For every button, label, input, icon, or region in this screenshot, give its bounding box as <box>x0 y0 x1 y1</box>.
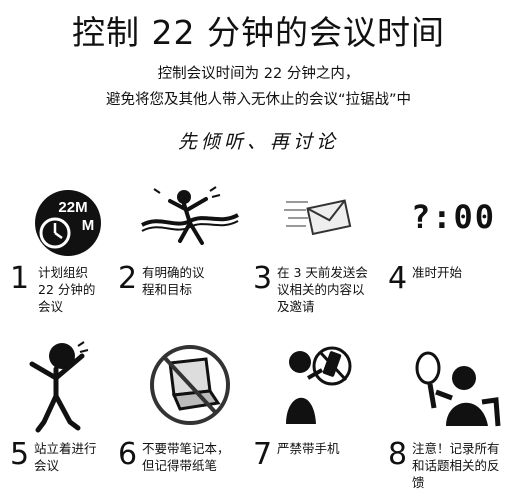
step-number: 1 <box>10 261 30 296</box>
magnifying-glass-person-icon <box>415 351 501 427</box>
digital-clock-display: ?:00 <box>411 198 496 236</box>
step-text: 严禁带手机 <box>277 441 340 456</box>
clock-badge-top: 22M <box>58 199 87 216</box>
step-text: 站立着进行 会议 <box>34 441 97 473</box>
step-text: 注意！记录所有 和话题相关的反馈 <box>412 441 500 490</box>
subtitle-line-2: 避免将您及其他人带入无休止的会议“拉锯战”中 <box>105 92 412 108</box>
clock-badge-icon: 22M M <box>35 190 101 256</box>
step-text: 在 3 天前发送会 议相关的内容以 及邀请 <box>277 265 368 314</box>
finish-line-runner-icon <box>141 186 239 245</box>
step-number: 8 <box>388 437 408 472</box>
step-number: 5 <box>10 437 30 472</box>
step-text: 准时开始 <box>412 265 463 280</box>
page-title: 控制 22 分钟的会议时间 <box>72 13 445 52</box>
motto: 先倾听、再讨论 <box>177 131 339 153</box>
envelope-invitation-icon <box>284 199 352 236</box>
step-number: 6 <box>118 437 138 472</box>
step-number: 7 <box>253 437 273 472</box>
step-text: 计划组织 22 分钟的 会议 <box>38 265 96 314</box>
step-number: 3 <box>253 261 273 296</box>
no-phone-icon <box>286 346 352 424</box>
digital-clock-text: ?:00 <box>411 198 497 236</box>
clock-badge-bottom: M <box>82 217 95 234</box>
step-text: 有明确的议 程和目标 <box>142 265 205 297</box>
standing-person-icon <box>29 341 89 433</box>
no-laptop-icon <box>150 345 230 425</box>
step-number: 4 <box>388 261 408 296</box>
step-text: 不要带笔记本， 但记得带纸笔 <box>142 441 230 473</box>
subtitle-line-1: 控制会议时间为 22 分钟之内， <box>157 66 360 82</box>
step-number: 2 <box>118 261 138 296</box>
